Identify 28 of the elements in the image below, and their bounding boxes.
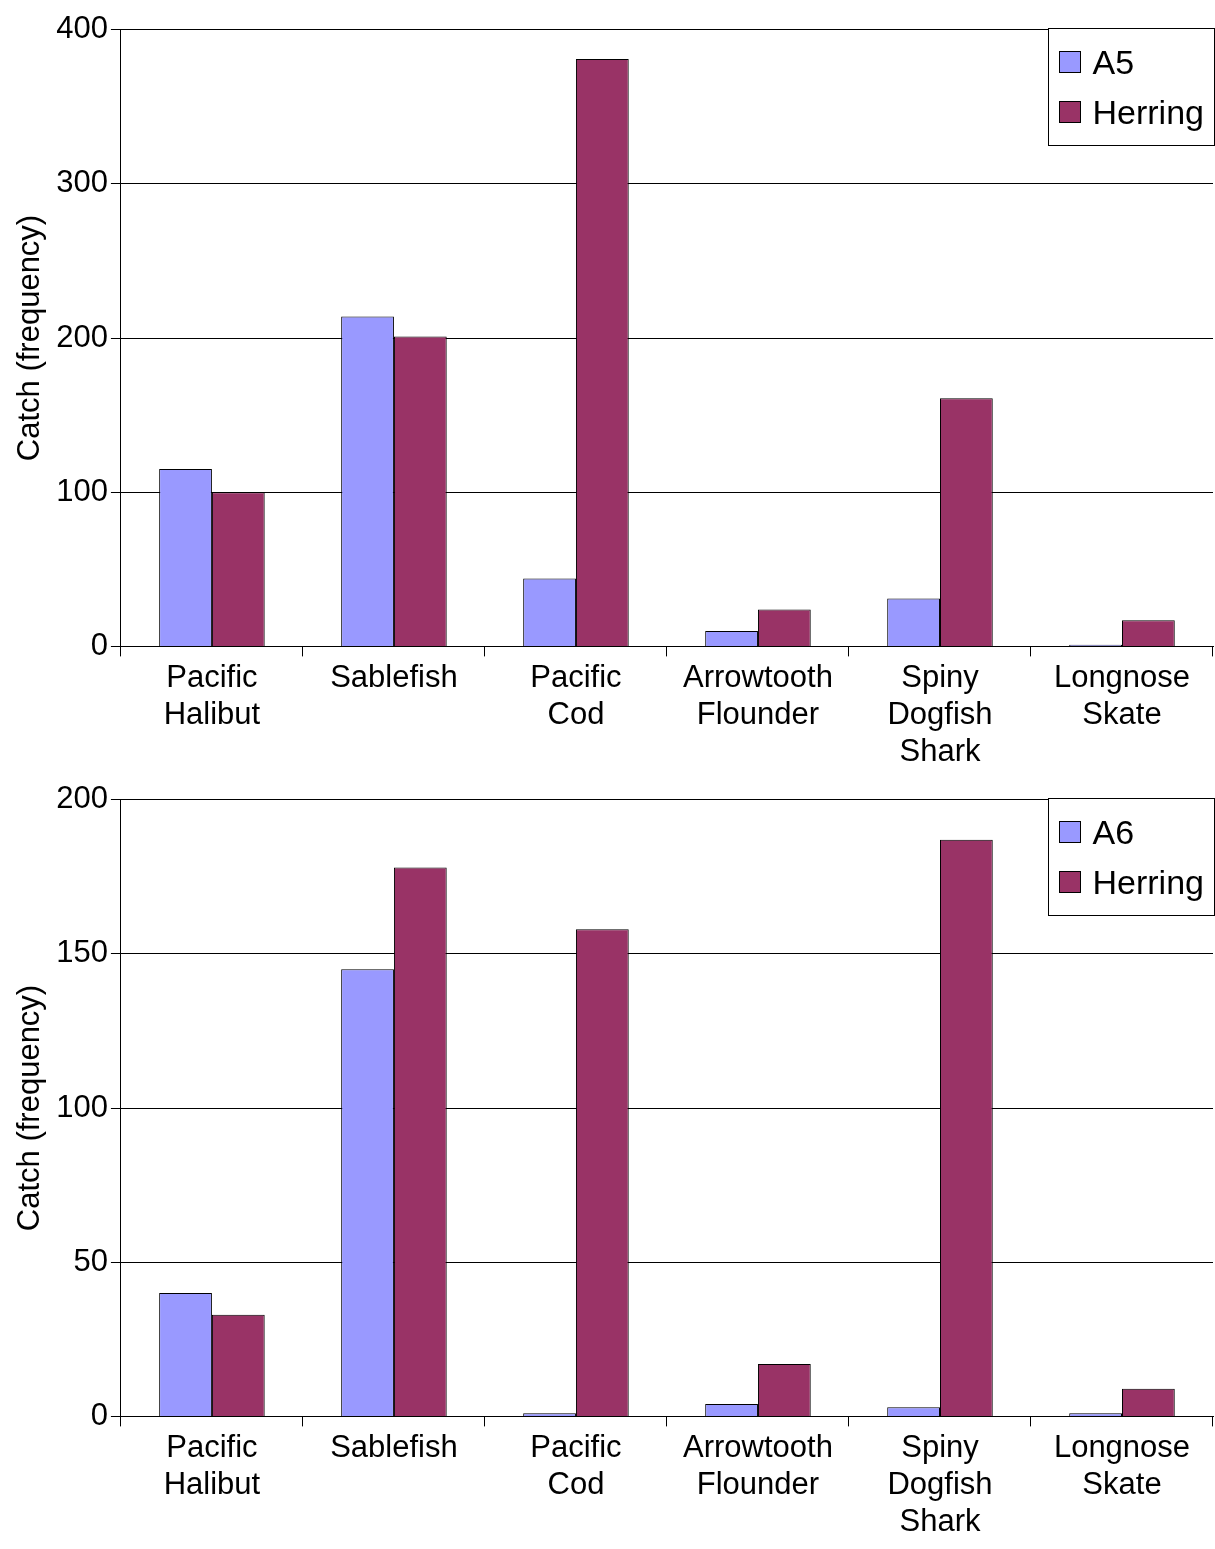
y-tick-label: 50 bbox=[73, 1242, 108, 1278]
x-tick-label: Pacific Cod bbox=[530, 1428, 622, 1501]
x-tick-label: Pacific Cod bbox=[530, 658, 622, 731]
legend-label: A5 bbox=[1092, 42, 1135, 83]
y-tick-label: 200 bbox=[56, 318, 108, 354]
x-tick-label: Longnose Skate bbox=[1053, 658, 1191, 731]
x-tick-label: Pacific Halibut bbox=[163, 1428, 261, 1501]
y-tick-label: 100 bbox=[56, 1088, 108, 1124]
y-tick-label: 200 bbox=[56, 780, 108, 816]
x-tick-label: Sablefish bbox=[330, 658, 458, 694]
x-tick-label: Arrowtooth Flounder bbox=[683, 658, 833, 731]
x-tick-label: Longnose Skate bbox=[1053, 1428, 1191, 1501]
x-tick-label: Spiny Dogfish Shark bbox=[887, 1428, 993, 1538]
y-tick-label: 0 bbox=[90, 1396, 108, 1432]
y-tick-label: 400 bbox=[56, 10, 108, 46]
legend-label: A6 bbox=[1092, 812, 1135, 853]
y-axis-title: Catch (frequency) bbox=[11, 984, 47, 1232]
y-tick-label: 150 bbox=[56, 934, 108, 970]
x-tick-label: Sablefish bbox=[330, 1428, 458, 1464]
legend-label: Herring bbox=[1092, 92, 1204, 133]
y-tick-label: 100 bbox=[56, 472, 108, 508]
y-tick-label: 300 bbox=[56, 164, 108, 200]
legend-label: Herring bbox=[1092, 862, 1204, 903]
y-tick-label: 0 bbox=[90, 626, 108, 662]
x-tick-label: Pacific Halibut bbox=[163, 658, 261, 731]
y-axis-title: Catch (frequency) bbox=[11, 214, 47, 462]
x-tick-label: Spiny Dogfish Shark bbox=[887, 658, 993, 768]
x-tick-label: Arrowtooth Flounder bbox=[683, 1428, 833, 1501]
